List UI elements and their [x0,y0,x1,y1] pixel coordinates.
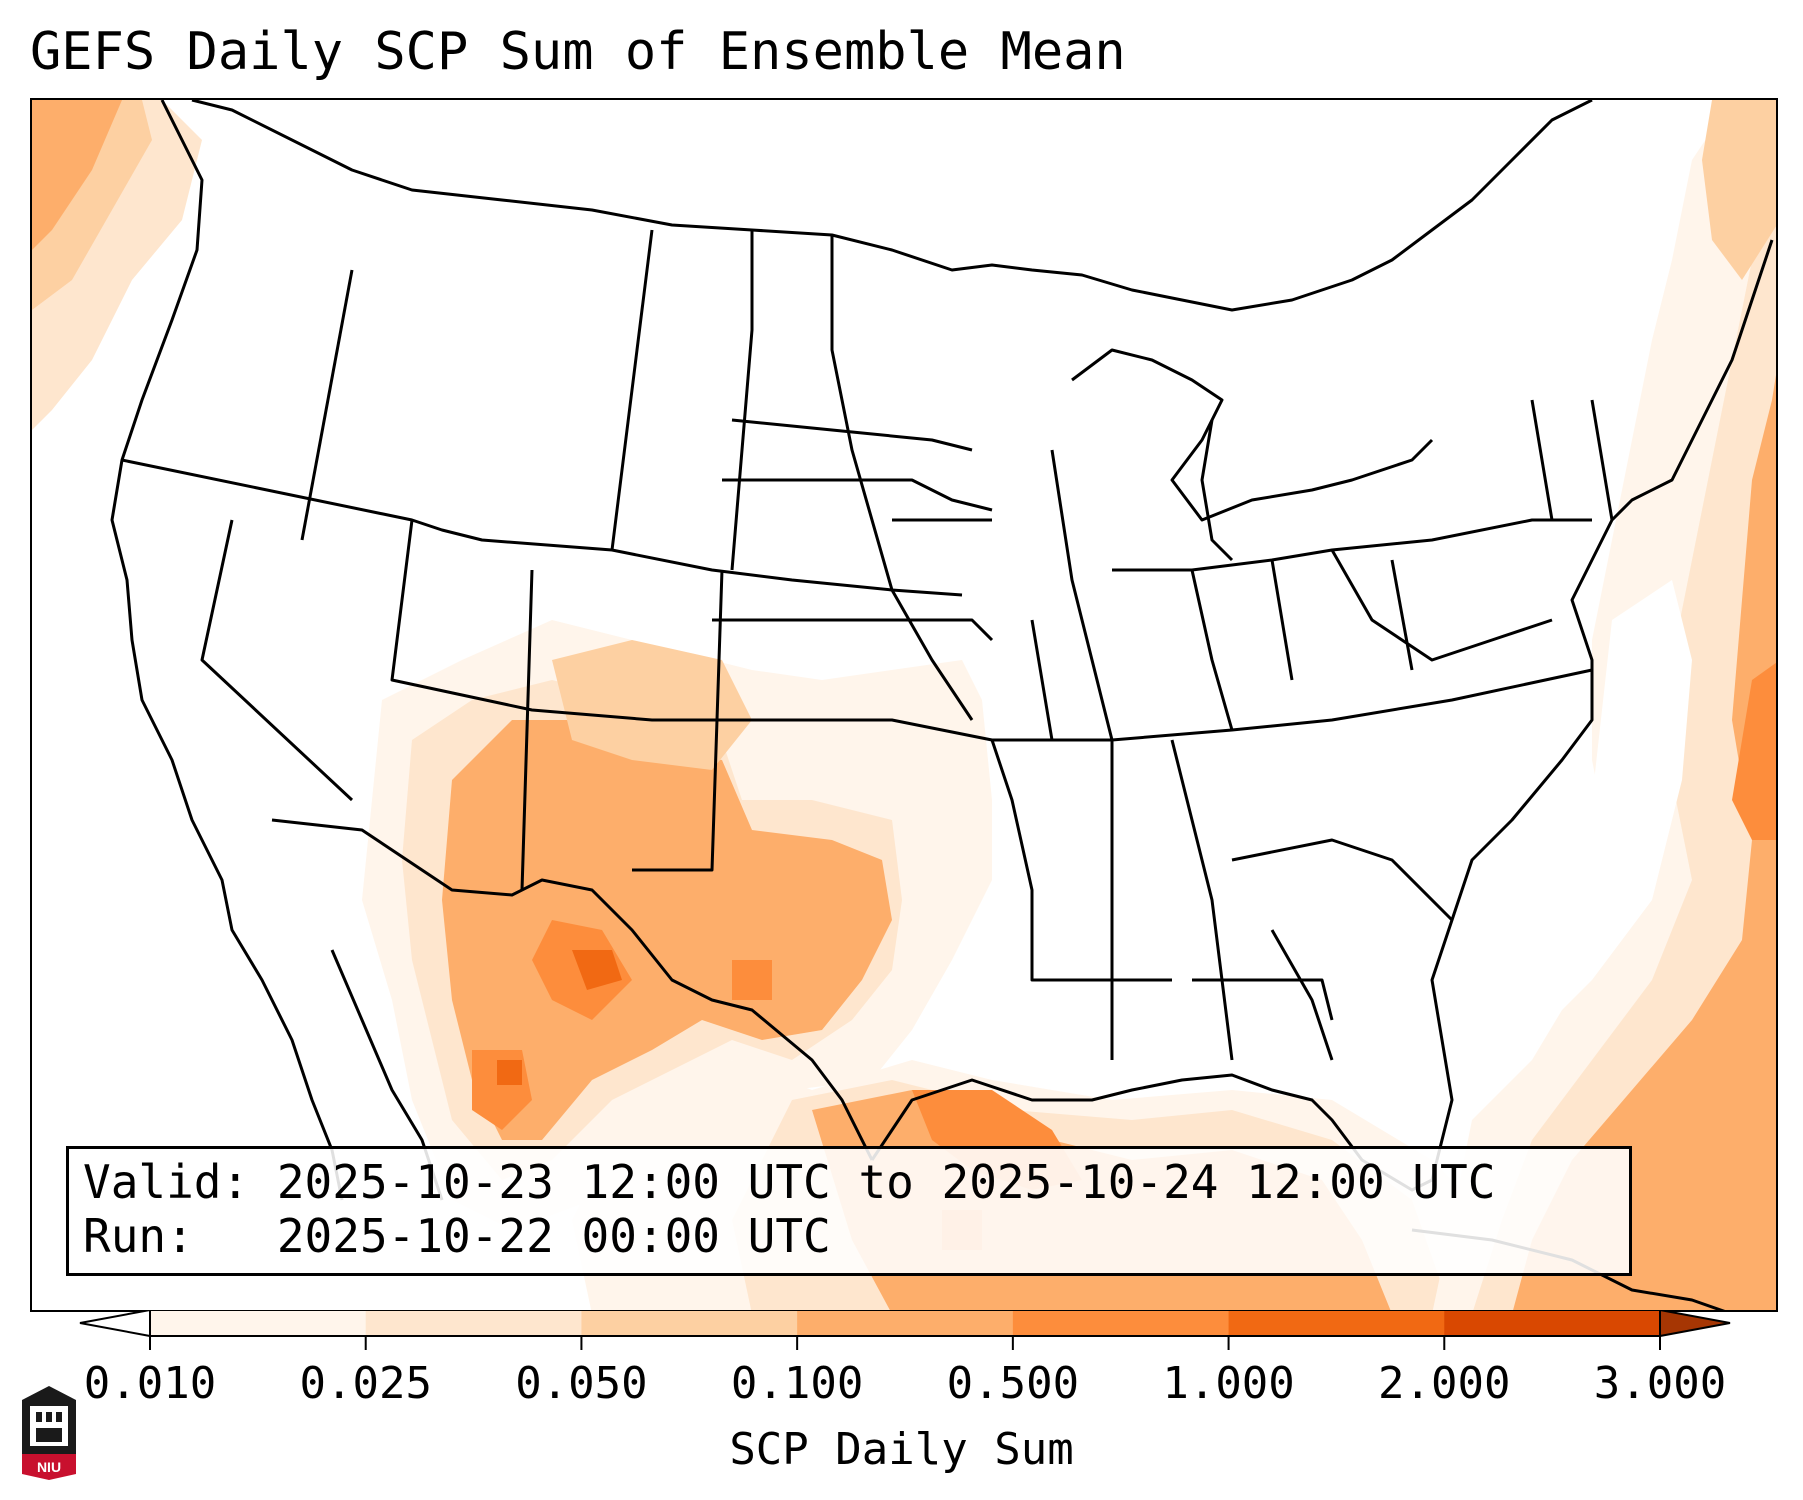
run-time-text: Run: 2025-10-22 00:00 UTC [83,1209,831,1263]
shade-atlantic-orange [1513,375,1776,1310]
colorbar-tick-label: 0.050 [515,1358,648,1409]
colorbar-tick-label: 0.100 [730,1358,864,1409]
colorbar-segment [797,1310,1014,1336]
state-lines-27 [1192,978,1334,1021]
shade-sw-orange [442,720,892,1140]
state-lines-8 [730,230,754,571]
niu-logo: NIU [22,1386,76,1480]
lake-michigan [1200,419,1234,562]
state-lines-26 [1270,929,1334,1061]
state-lines-11 [722,478,993,512]
state-lines-24 [1590,399,1614,521]
colorbar-tick-label: 3.000 [1593,1358,1727,1409]
colorbar-label: SCP Daily Sum [729,1424,1074,1475]
shade-pacific-strong [32,100,122,250]
boundaries [110,100,1774,1310]
great-lakes [1071,348,1434,522]
colorbar [79,1310,1731,1350]
colorbar-tick-label: 0.500 [946,1358,1080,1409]
state-lines-16 [1170,739,1234,1061]
colorbar-tick-label: 1.000 [1162,1358,1295,1409]
state-lines-23 [1530,399,1592,522]
state-lines-13 [992,668,1593,742]
colorbar-segment [1444,1310,1661,1336]
shade-atlantic-strong [1732,662,1776,840]
shade-sw-peak-2 [497,1060,522,1085]
run-info-box: Valid: 2025-10-23 12:00 UTC to 2025-10-2… [66,1146,1632,1276]
state-lines-25 [1231,838,1454,922]
state-lines-14 [990,739,1172,982]
state-lines-2 [200,519,354,802]
state-lines-21 [1330,549,1553,662]
colorbar-ticks [149,1336,1661,1350]
state-lines-20 [1270,559,1294,681]
state-lines-7 [610,229,654,551]
scp-shading [32,100,1776,1310]
shade-ne-orange [1702,100,1776,280]
mexico-border [271,818,874,1161]
west-coast [110,100,344,1201]
state-lines-17 [1050,449,1114,741]
map-panel[interactable] [30,98,1778,1312]
colorbar-segment [150,1310,367,1336]
state-lines-28 [1030,619,1054,741]
state-lines-3 [300,269,354,541]
shade-colorado [552,640,752,770]
colorbar-segment [581,1310,798,1336]
colorbar-tick-label: 0.025 [299,1358,432,1409]
map-title: GEFS Daily SCP Sum of Ensemble Mean [30,22,1126,82]
colorbar-tick-label: 0.010 [83,1358,217,1409]
logo-text: NIU [37,1459,61,1475]
colorbar-over-extension [1659,1310,1731,1338]
shade-atl-white-wedge [1492,580,1692,1080]
colorbar-segment [365,1310,582,1336]
state-lines-19 [1190,569,1234,731]
colorbar-segment [1228,1310,1445,1336]
canada-border [191,100,1593,312]
shade-sw-peak [572,950,622,990]
colorbar-under-extension [79,1310,151,1338]
state-lines-4 [390,519,993,742]
state-lines-6 [632,569,724,872]
colorbar-outline [149,1310,1661,1337]
state-lines-10 [731,418,973,452]
state-lines-18 [1112,518,1592,572]
shade-sw-strong-3 [732,960,772,1000]
state-lines-9 [830,235,974,721]
colorbar-segments [79,1310,1731,1338]
valid-time-text: Valid: 2025-10-23 12:00 UTC to 2025-10-2… [83,1155,1496,1209]
colorbar-segment [1012,1310,1230,1336]
colorbar-tick-label: 2.000 [1378,1358,1511,1409]
state-lines-12 [712,618,994,642]
state-lines-5 [520,569,534,891]
east-coast [1430,239,1774,1181]
map-canvas [32,100,1776,1310]
state-lines-22 [1390,559,1414,671]
